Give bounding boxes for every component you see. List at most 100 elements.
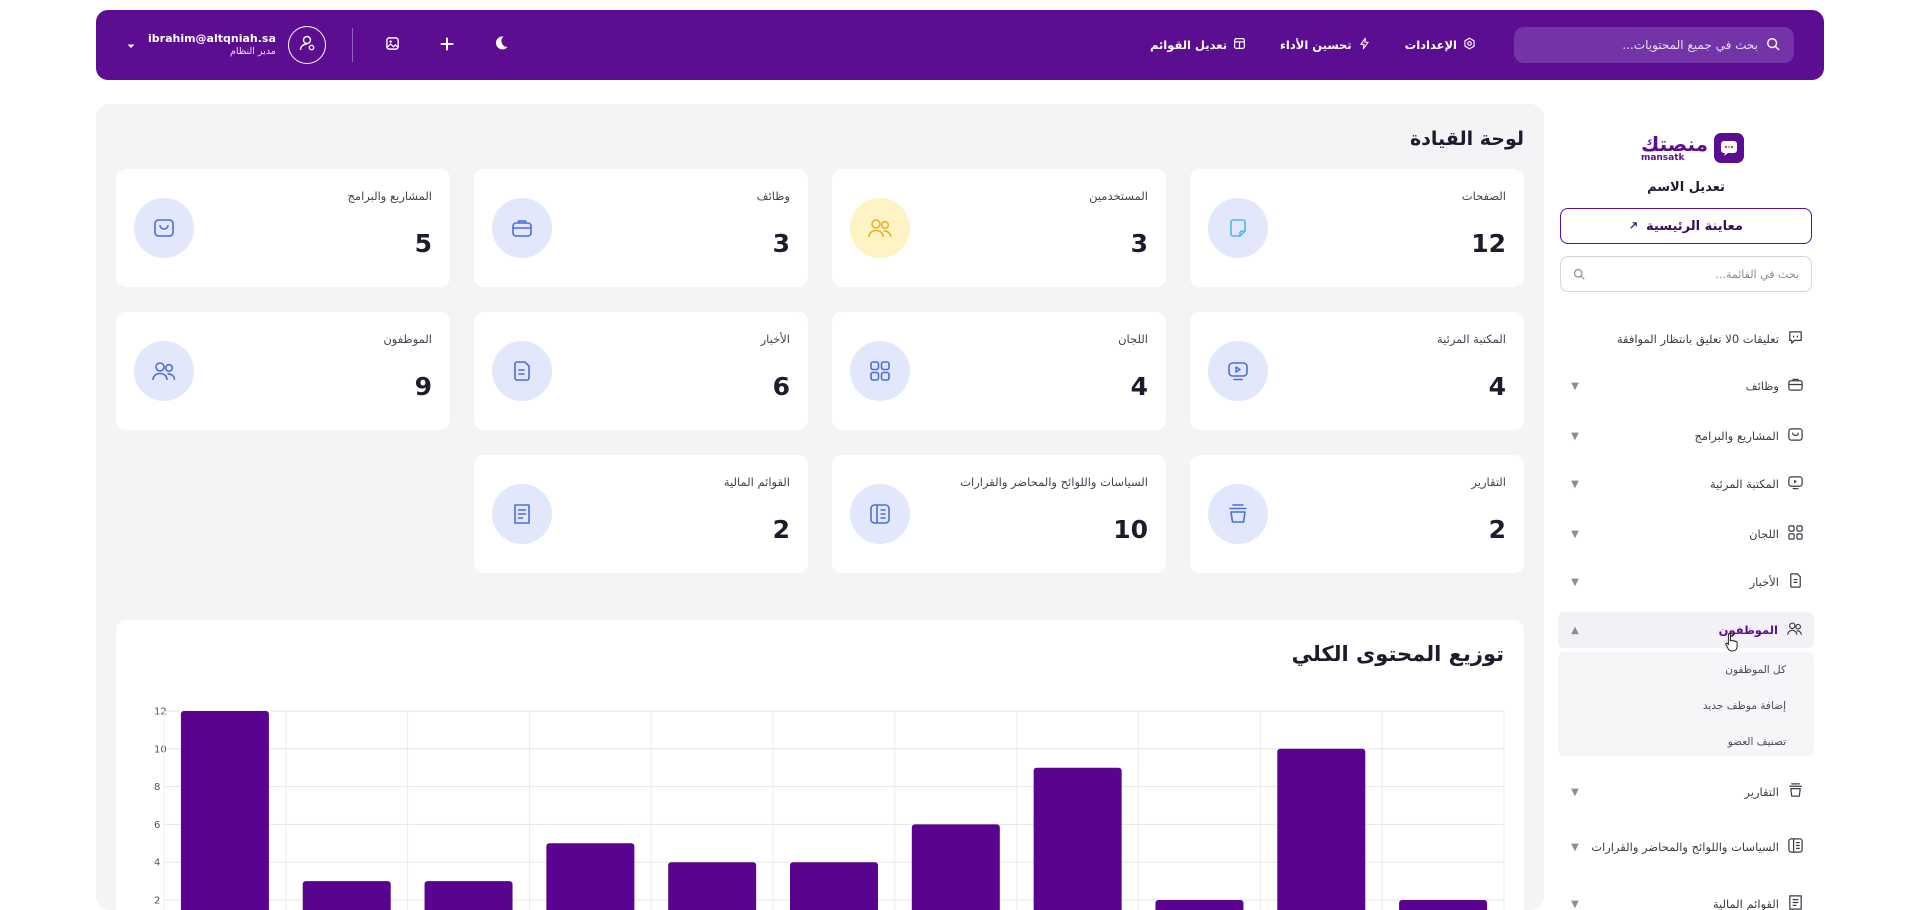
pages-icon bbox=[1208, 198, 1268, 258]
global-search-input[interactable] bbox=[1528, 38, 1758, 52]
sidebar: منصتك mansatk تعديل الاسم معاينة الرئيسي… bbox=[1548, 104, 1824, 910]
video-icon bbox=[1208, 341, 1268, 401]
stat-card-title: المستخدمين bbox=[1089, 189, 1148, 203]
gallery-button[interactable] bbox=[379, 31, 407, 59]
add-button[interactable] bbox=[433, 31, 461, 59]
dark-mode-toggle[interactable] bbox=[487, 31, 515, 59]
policy-icon bbox=[850, 484, 910, 544]
sidebar-item-reports[interactable]: التقارير ▼ bbox=[1558, 778, 1814, 806]
chart-bar[interactable] bbox=[546, 843, 635, 910]
sidebar-item-news[interactable]: الأخبار ▼ bbox=[1558, 568, 1814, 596]
sidebar-item-label: السياسات واللوائح والمحاضر والقرارات bbox=[1591, 839, 1779, 854]
stat-card-value: 6 bbox=[772, 372, 790, 401]
sidebar-item-projects[interactable]: المشاريع والبرامج ▼ bbox=[1558, 422, 1814, 450]
plus-icon bbox=[440, 36, 454, 55]
chart-bar[interactable] bbox=[1399, 900, 1488, 910]
top-bar-right: الإعدادات تحسين الأداء تعديل القوائم bbox=[1150, 27, 1794, 63]
sidebar-item-financial[interactable]: القوائم المالية ▼ bbox=[1558, 890, 1814, 910]
stat-card-financial[interactable]: القوائم المالية 2 bbox=[474, 455, 808, 573]
stat-card-title: الصفحات bbox=[1461, 189, 1506, 203]
search-icon bbox=[1766, 36, 1780, 55]
menu-search-input[interactable] bbox=[1591, 267, 1799, 281]
chevron-down-icon[interactable]: ▼ bbox=[1571, 576, 1579, 588]
hand-cursor-icon bbox=[1724, 632, 1740, 656]
preview-home-button[interactable]: معاينة الرئيسية bbox=[1560, 208, 1812, 244]
chart-bar[interactable] bbox=[1033, 767, 1122, 910]
stat-card-title: القوائم المالية bbox=[723, 475, 790, 489]
preview-home-label: معاينة الرئيسية bbox=[1646, 218, 1743, 234]
logo-mark-icon bbox=[1714, 133, 1744, 163]
stat-card-committees[interactable]: اللجان 4 bbox=[832, 312, 1166, 430]
stat-card-value: 2 bbox=[772, 515, 790, 544]
chevron-down-icon[interactable]: ▼ bbox=[1571, 478, 1579, 490]
stat-card-title: المكتبة المرئية bbox=[1437, 332, 1506, 346]
news-icon bbox=[492, 341, 552, 401]
top-bar-left: ibrahim@altqniah.sa مدير النظام bbox=[126, 26, 515, 64]
user-info: ibrahim@altqniah.sa مدير النظام bbox=[148, 32, 276, 58]
stat-card-title: الموظفون bbox=[383, 332, 432, 346]
nav-edit-menus[interactable]: تعديل القوائم bbox=[1150, 37, 1246, 53]
chart-bar[interactable] bbox=[302, 881, 391, 910]
sidebar-item-committees[interactable]: اللجان ▼ bbox=[1558, 520, 1814, 548]
sidebar-item-jobs[interactable]: وظائف ▼ bbox=[1558, 372, 1814, 400]
stat-card-value: 2 bbox=[1488, 515, 1506, 544]
stat-card-title: اللجان bbox=[1118, 332, 1148, 346]
chart-bar[interactable] bbox=[1277, 748, 1366, 910]
chevron-down-icon[interactable]: ▼ bbox=[1571, 898, 1579, 910]
chart-title: توزيع المحتوى الكلي bbox=[1291, 642, 1504, 666]
y-tick-label: 8 bbox=[154, 782, 160, 793]
chevron-up-icon[interactable]: ▲ bbox=[1571, 624, 1579, 636]
y-tick-label: 12 bbox=[154, 707, 167, 718]
chart-bar[interactable] bbox=[424, 881, 513, 910]
chevron-down-icon[interactable]: ▼ bbox=[1571, 786, 1579, 798]
logo[interactable]: منصتك mansatk bbox=[1634, 128, 1744, 168]
stat-card-reports[interactable]: التقارير 2 bbox=[1190, 455, 1524, 573]
stat-card-policies[interactable]: السياسات واللوائح والمحاضر والقرارات 10 bbox=[832, 455, 1166, 573]
nav-performance[interactable]: تحسين الأداء bbox=[1280, 37, 1371, 53]
chart-bar[interactable] bbox=[911, 824, 1000, 910]
nav-settings-label: الإعدادات bbox=[1404, 38, 1457, 52]
stat-card-title: التقارير bbox=[1471, 475, 1506, 489]
divider bbox=[351, 28, 353, 62]
briefcase-icon bbox=[492, 198, 552, 258]
y-tick-label: 2 bbox=[154, 896, 160, 907]
sidebar-item-label: الموظفون bbox=[1718, 622, 1778, 637]
stat-card-news[interactable]: الأخبار 6 bbox=[474, 312, 808, 430]
reports-icon bbox=[1787, 782, 1804, 802]
sidebar-item-policies[interactable]: السياسات واللوائح والمحاضر والقرارات ▼ bbox=[1558, 824, 1814, 870]
sidebar-item-video-library[interactable]: المكتبة المرئية ▼ bbox=[1558, 470, 1814, 498]
stat-card-employees[interactable]: الموظفون 9 bbox=[116, 312, 450, 430]
menu-search[interactable] bbox=[1560, 256, 1812, 292]
sidebar-item-label: وظائف bbox=[1745, 378, 1779, 393]
briefcase-icon bbox=[1787, 376, 1804, 396]
chart-bar[interactable] bbox=[790, 862, 878, 910]
user-menu[interactable]: ibrahim@altqniah.sa مدير النظام bbox=[126, 26, 326, 64]
nav-settings[interactable]: الإعدادات bbox=[1405, 37, 1476, 53]
chevron-down-icon[interactable] bbox=[126, 36, 136, 55]
external-link-icon bbox=[1629, 219, 1638, 234]
submenu-all-employees[interactable]: كل الموظفون bbox=[1725, 664, 1786, 676]
stat-card-projects[interactable]: المشاريع والبرامج 5 bbox=[116, 169, 450, 287]
chart-bar[interactable] bbox=[1155, 900, 1244, 910]
stat-card-pages[interactable]: الصفحات 12 bbox=[1190, 169, 1524, 287]
chevron-down-icon[interactable]: ▼ bbox=[1571, 528, 1579, 540]
sidebar-item-label: التقارير bbox=[1744, 784, 1779, 799]
stat-card-video-library[interactable]: المكتبة المرئية 4 bbox=[1190, 312, 1524, 430]
chevron-down-icon[interactable]: ▼ bbox=[1571, 430, 1579, 442]
site-name[interactable]: تعديل الاسم bbox=[1647, 180, 1725, 195]
stat-card-users[interactable]: المستخدمين 3 bbox=[832, 169, 1166, 287]
chart-bar[interactable] bbox=[668, 862, 757, 910]
global-search[interactable] bbox=[1514, 27, 1794, 63]
sidebar-item-comments[interactable]: تعليقات 0لا تعليق بانتظار الموافقة bbox=[1558, 328, 1814, 350]
avatar[interactable] bbox=[287, 26, 326, 64]
sidebar-item-employees[interactable]: الموظفون ▲ bbox=[1558, 612, 1814, 648]
employees-submenu: كل الموظفون إضافة موظف جديد تصنيف العضو bbox=[1558, 652, 1814, 756]
submenu-member-category[interactable]: تصنيف العضو bbox=[1727, 736, 1786, 748]
stat-card-jobs[interactable]: وظائف 3 bbox=[474, 169, 808, 287]
grid-icon bbox=[1787, 524, 1804, 544]
chart-bar[interactable] bbox=[180, 711, 269, 910]
submenu-add-employee[interactable]: إضافة موظف جديد bbox=[1702, 700, 1786, 712]
chevron-down-icon[interactable]: ▼ bbox=[1571, 380, 1579, 392]
stat-card-value: 12 bbox=[1471, 229, 1506, 258]
chevron-down-icon[interactable]: ▼ bbox=[1571, 841, 1579, 853]
